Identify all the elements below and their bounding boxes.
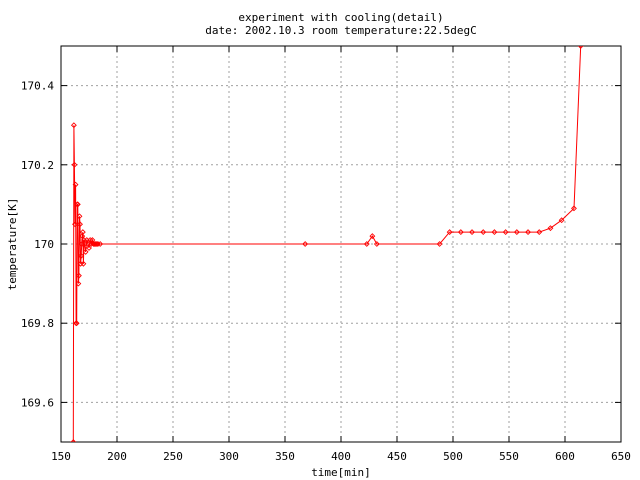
data-point-marker	[491, 229, 498, 236]
data-point-marker	[536, 229, 543, 236]
x-tick-label: 250	[163, 450, 183, 463]
x-tick-label: 350	[275, 450, 295, 463]
x-tick-label: 400	[331, 450, 351, 463]
data-point-marker	[78, 252, 85, 259]
data-point-marker	[571, 205, 577, 212]
x-tick-label: 550	[499, 450, 519, 463]
y-tick-label: 170	[34, 238, 54, 251]
x-tick-label: 600	[555, 450, 575, 463]
y-axis-label: temperature[K]	[6, 198, 19, 291]
x-tick-label: 300	[219, 450, 239, 463]
data-point-marker	[373, 241, 380, 247]
x-tick-label: 500	[443, 450, 463, 463]
data-point-marker	[363, 241, 370, 247]
data-point-marker	[369, 233, 376, 240]
tick-layer: 150 200 250 300 350 400 450 500 550 600 650 169.6 16…	[21, 46, 631, 463]
data-point-marker	[547, 225, 554, 232]
y-tick-label: 169.8	[21, 317, 54, 330]
y-tick-label: 170.2	[21, 159, 54, 172]
data-point-marker	[86, 245, 92, 251]
data-point-marker	[75, 272, 82, 279]
x-tick-label: 650	[611, 450, 631, 463]
data-point-marker	[457, 229, 464, 236]
data-point-marker	[82, 248, 89, 255]
data-point-marker	[469, 229, 475, 236]
data-point-marker	[79, 229, 86, 236]
data-point-marker	[80, 260, 87, 267]
series-layer	[70, 46, 584, 442]
x-tick-label: 150	[51, 450, 71, 463]
x-axis-label: time[min]	[311, 466, 371, 479]
data-point-marker	[513, 229, 520, 236]
data-point-marker	[95, 241, 101, 247]
data-point-marker	[525, 229, 531, 236]
series-line	[72, 46, 582, 442]
data-point-marker	[75, 280, 82, 287]
data-point-marker	[71, 161, 78, 168]
data-point-marker	[558, 217, 565, 224]
data-point-marker	[73, 320, 80, 327]
x-tick-label: 200	[107, 450, 127, 463]
data-point-marker	[502, 229, 509, 236]
data-point-marker	[92, 241, 99, 247]
data-point-marker	[72, 221, 78, 228]
data-point-marker	[70, 122, 77, 129]
data-point-marker	[446, 229, 453, 236]
data-point-marker	[76, 213, 83, 220]
chart-title: experiment with cooling(detail)	[238, 11, 443, 24]
y-tick-label: 169.6	[21, 396, 54, 409]
data-point-marker	[79, 233, 86, 240]
grid-layer	[61, 46, 621, 442]
data-point-marker	[480, 229, 487, 236]
chart-subtitle: date: 2002.10.3 room temperature:22.5deg…	[205, 24, 477, 37]
data-point-marker	[302, 241, 309, 247]
y-tick-label: 170.4	[21, 80, 54, 93]
data-point-marker	[77, 221, 83, 228]
data-point-marker	[70, 439, 77, 442]
data-point-marker	[436, 241, 443, 247]
x-tick-label: 450	[387, 450, 407, 463]
data-point-marker	[577, 46, 584, 49]
data-point-marker	[74, 201, 81, 208]
data-point-marker	[72, 181, 79, 188]
data-point-marker	[97, 241, 104, 247]
